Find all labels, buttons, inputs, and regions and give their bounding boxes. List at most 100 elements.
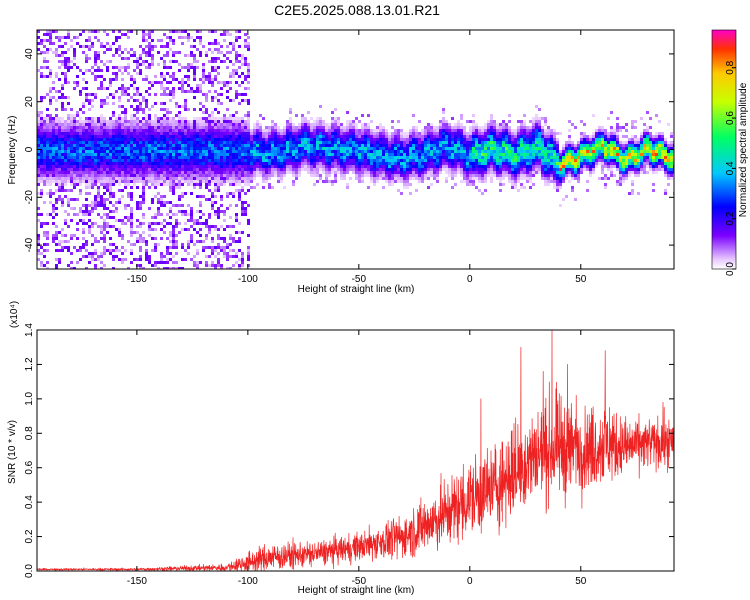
spectrogram-cell: [334, 165, 337, 168]
spectrogram-cell: [73, 63, 76, 66]
spectrogram-cell: [199, 201, 202, 204]
spectrogram-cell: [145, 66, 148, 69]
spectrogram-cell: [172, 96, 175, 99]
spectrogram-cell: [106, 174, 109, 177]
spectrogram-cell: [238, 36, 241, 39]
spectrogram-cell: [223, 138, 226, 141]
spectrogram-cell: [397, 129, 400, 132]
spectrogram-cell: [313, 120, 316, 123]
spectrogram-cell: [247, 234, 250, 237]
spectrogram-cell: [124, 90, 127, 93]
spectrogram-cell: [466, 138, 469, 141]
spectrogram-cell: [418, 171, 421, 174]
spectrogram-cell: [436, 153, 439, 156]
spectrogram-cell: [337, 144, 340, 147]
spectrogram-cell: [52, 129, 55, 132]
spectrogram-cell: [202, 249, 205, 252]
spectrogram-cell: [226, 120, 229, 123]
spectrogram-cell: [406, 174, 409, 177]
spectrogram-cell: [352, 132, 355, 135]
spectrogram-cell: [226, 84, 229, 87]
spectrogram-cell: [241, 54, 244, 57]
spectrogram-cell: [295, 168, 298, 171]
spectrogram-cell: [334, 120, 337, 123]
spectrogram-cell: [241, 255, 244, 258]
spectrogram-cell: [37, 36, 40, 39]
spectrogram-cell: [118, 180, 121, 183]
spectrogram-cell: [361, 138, 364, 141]
spectrogram-cell: [379, 177, 382, 180]
spectrogram-cell: [157, 81, 160, 84]
spectrogram-cell: [172, 78, 175, 81]
spectrogram-cell: [178, 159, 181, 162]
spectrogram-cell: [100, 156, 103, 159]
spectrogram-cell: [37, 153, 40, 156]
spectrogram-cell: [151, 222, 154, 225]
spectrogram-cell: [367, 174, 370, 177]
spectrogram-cell: [238, 264, 241, 267]
spectrogram-cell: [88, 108, 91, 111]
spectrogram-cell: [217, 51, 220, 54]
spectrogram-cell: [448, 156, 451, 159]
spectrogram-cell: [97, 177, 100, 180]
spectrogram-cell: [112, 138, 115, 141]
spectrogram-cell: [37, 147, 40, 150]
spectrogram-cell: [130, 213, 133, 216]
spectrogram-cell: [187, 228, 190, 231]
spectrogram-cell: [163, 261, 166, 264]
spectrogram-cell: [118, 147, 121, 150]
spectrogram-cell: [52, 117, 55, 120]
spectrogram-cell: [430, 138, 433, 141]
spectrogram-cell: [133, 141, 136, 144]
spectrogram-cell: [169, 168, 172, 171]
spectrogram-cell: [61, 189, 64, 192]
spectrogram-cell: [184, 99, 187, 102]
spectrogram-cell: [61, 51, 64, 54]
spectrogram-cell: [202, 126, 205, 129]
spectrogram-cell: [139, 222, 142, 225]
spectrogram-cell: [232, 132, 235, 135]
spectrogram-cell: [118, 114, 121, 117]
spectrogram-cell: [238, 180, 241, 183]
spectrogram-cell: [325, 171, 328, 174]
spectrogram-cell: [283, 174, 286, 177]
spectrogram-cell: [49, 123, 52, 126]
spectrogram-cell: [523, 171, 526, 174]
spectrogram-cell: [385, 165, 388, 168]
spectrogram-cell: [37, 135, 40, 138]
spectrogram-cell: [346, 138, 349, 141]
spectrogram-cell: [502, 138, 505, 141]
spectrogram-cell: [349, 138, 352, 141]
spectrogram-cell: [160, 87, 163, 90]
spectrogram-cell: [289, 120, 292, 123]
spectrogram-cell: [82, 255, 85, 258]
spectrogram-cell: [325, 132, 328, 135]
spectrogram-cell: [346, 141, 349, 144]
spectrogram-cell: [43, 141, 46, 144]
spectrogram-cell: [73, 177, 76, 180]
spectrogram-cell: [262, 147, 265, 150]
spectrogram-cell: [112, 141, 115, 144]
spectrogram-cell: [514, 135, 517, 138]
spectrogram-cell: [361, 162, 364, 165]
spectrogram-cell: [40, 153, 43, 156]
spectrogram-cell: [223, 183, 226, 186]
spectrogram-cell: [229, 72, 232, 75]
spectrogram-cell: [112, 42, 115, 45]
spectrogram-cell: [331, 162, 334, 165]
spectrogram-cell: [427, 159, 430, 162]
spectrogram-cell: [493, 123, 496, 126]
spectrogram-cell: [226, 144, 229, 147]
spectrogram-cell: [121, 156, 124, 159]
spectrogram-cell: [223, 228, 226, 231]
spectrogram-cell: [319, 174, 322, 177]
spectrogram-cell: [157, 138, 160, 141]
spectrogram-cell: [52, 30, 55, 33]
spectrogram-cell: [433, 132, 436, 135]
spectrogram-cell: [115, 171, 118, 174]
spectrogram-cell: [85, 204, 88, 207]
spectrogram-cell: [208, 75, 211, 78]
spectrogram-cell: [499, 174, 502, 177]
spectrogram-cell: [82, 123, 85, 126]
spectrogram-cell: [124, 165, 127, 168]
